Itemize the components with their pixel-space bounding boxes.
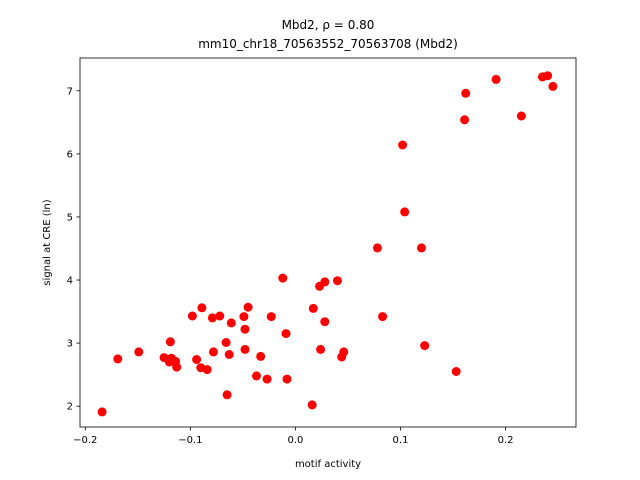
data-point [239,312,249,322]
data-point [372,243,382,253]
data-point [339,347,349,357]
data-point [543,71,553,81]
y-tick-label: 5 [67,212,73,223]
data-point [266,312,276,322]
data-point [282,374,292,384]
data-point [320,277,330,287]
y-tick-label: 7 [67,86,73,97]
y-axis-label: signal at CRE (ln) [42,199,53,285]
data-point [207,313,217,323]
data-point [202,365,212,375]
x-axis-label: motif activity [295,459,361,470]
x-axis-ticks: −0.2 −0.1 0.0 0.1 0.2 [73,427,514,446]
data-point [333,276,342,286]
data-point [398,140,408,150]
data-point [243,302,253,312]
data-point [172,362,182,372]
data-point [417,243,426,253]
data-point [420,341,430,351]
data-point [491,74,501,84]
data-point [316,344,326,354]
data-point [308,303,318,313]
x-tick-label: 0.2 [498,435,514,446]
data-point [281,329,291,339]
data-point [215,311,225,321]
data-point [516,111,526,121]
data-point [252,371,261,381]
data-point [378,312,388,322]
data-point [226,318,236,328]
data-point [451,367,461,376]
data-point [307,400,317,410]
data-point [222,390,232,400]
data-point [209,347,218,357]
data-point [262,374,272,384]
data-point [320,317,330,327]
data-point [134,347,144,357]
y-axis-ticks: 2 3 4 5 6 7 [67,86,80,413]
y-tick-label: 6 [67,149,73,160]
data-point [256,351,266,361]
x-tick-label: −0.1 [178,435,202,446]
chart-title-line2: mm10_chr18_70563552_70563708 (Mbd2) [198,37,458,51]
data-points [97,71,558,417]
data-point [224,350,234,359]
data-point [461,88,471,98]
data-point [165,337,175,347]
data-point [400,207,410,217]
data-point [197,303,207,313]
data-point [192,355,202,364]
chart-title-line1: Mbd2, ρ = 0.80 [282,18,375,32]
x-tick-label: 0.0 [287,435,303,446]
x-tick-label: 0.1 [393,435,409,446]
data-point [113,354,123,364]
y-tick-label: 3 [67,339,73,350]
y-tick-label: 2 [67,402,73,413]
y-tick-label: 4 [67,276,73,287]
x-tick-label: −0.2 [73,435,97,446]
data-point [187,311,197,321]
data-point [240,344,250,354]
plot-area-frame [79,57,577,428]
data-point [221,338,231,347]
data-point [97,407,107,417]
data-point [240,324,250,334]
data-point [460,115,470,125]
data-point [548,81,558,91]
data-point [278,273,288,283]
